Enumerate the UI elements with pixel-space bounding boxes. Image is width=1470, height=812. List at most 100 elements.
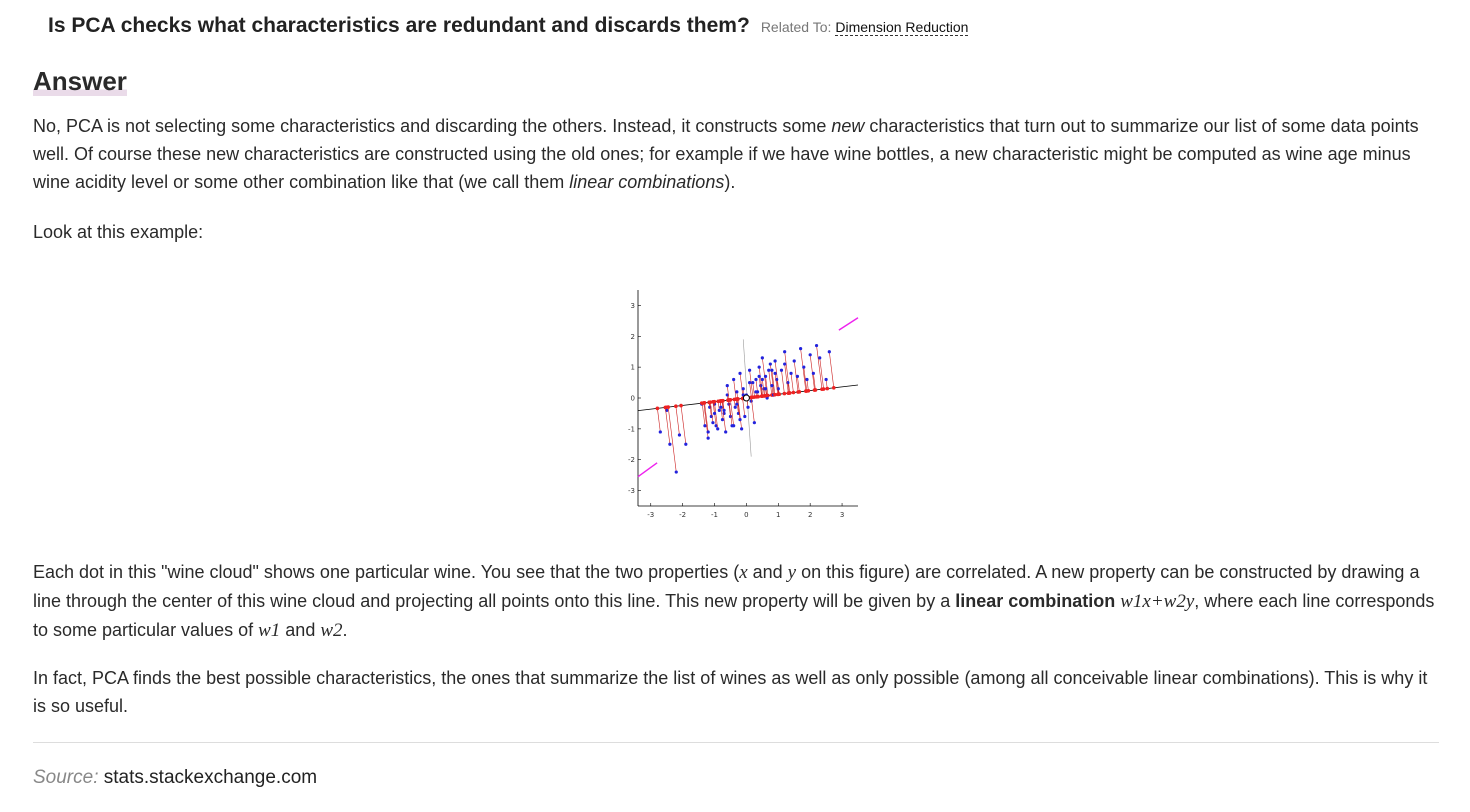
residual-line — [701, 403, 706, 426]
projection-point — [821, 387, 826, 391]
answer-paragraph-2: Look at this example: — [33, 222, 204, 242]
data-point — [674, 470, 678, 474]
data-point — [754, 390, 758, 394]
data-point — [684, 442, 688, 446]
p3-and-1: and — [747, 562, 788, 582]
projection-point — [679, 403, 683, 408]
data-point — [752, 421, 756, 425]
math-y: y — [787, 562, 797, 583]
residual-line — [728, 400, 731, 417]
residual-line — [737, 398, 742, 429]
projection-point — [797, 390, 802, 394]
residual-line — [749, 370, 754, 398]
data-point — [779, 368, 784, 372]
residual-line — [758, 376, 762, 397]
residual-line — [790, 373, 794, 393]
data-point — [668, 442, 672, 446]
residual-line — [797, 376, 800, 392]
data-point — [789, 371, 793, 375]
residual-line — [712, 401, 715, 414]
residual-line — [803, 367, 808, 392]
residual-line — [728, 399, 733, 426]
data-point — [760, 356, 764, 360]
data-point — [749, 399, 753, 403]
projection-point — [759, 394, 764, 399]
pca-scatter-figure: -3 -2 -1 0 1 2 3 3 2 1 0 -1 -2 -3 — [620, 284, 865, 520]
math-x: x — [739, 562, 748, 583]
p1-text-a: No, PCA is not selecting some characteri… — [33, 116, 832, 136]
residual-line — [657, 408, 661, 432]
data-point — [802, 365, 806, 369]
data-point — [783, 350, 787, 354]
residual-line — [680, 405, 687, 445]
data-point — [706, 436, 710, 440]
source-site: stats.stackexchange.com — [103, 767, 318, 788]
related-topic-link[interactable]: Dimension Reduction — [835, 19, 969, 36]
projection-point — [734, 397, 739, 401]
data-point — [757, 374, 761, 378]
projection-point — [721, 398, 725, 403]
data-point — [760, 377, 764, 382]
data-point — [722, 408, 726, 412]
residual-line — [742, 398, 746, 417]
residual-line — [752, 382, 755, 398]
residual-line — [721, 400, 726, 432]
projection-point — [666, 405, 671, 409]
question-header: Is PCA checks what characteristics are r… — [48, 14, 969, 38]
data-point — [763, 374, 768, 378]
p3-text-c: , where each line corresponds to some pa… — [33, 591, 1435, 640]
math-formula: w1x+w2y — [1120, 591, 1195, 612]
answer-heading-text: Answer — [33, 66, 127, 96]
residual-line — [736, 399, 739, 414]
residual-line — [800, 348, 807, 392]
x-tick-label: -1 — [711, 511, 718, 519]
rotating-line-upper — [838, 317, 859, 331]
data-point — [725, 384, 729, 388]
data-point — [767, 368, 771, 372]
answer-paragraph-4: In fact, PCA finds the best possible cha… — [33, 668, 1428, 716]
residual-line — [710, 402, 714, 423]
data-point — [719, 405, 723, 409]
question-title: Is PCA checks what characteristics are r… — [48, 14, 750, 37]
data-point — [658, 430, 662, 434]
projection-point — [727, 398, 731, 402]
residual-line — [776, 379, 779, 395]
data-point — [733, 405, 737, 409]
residual-line — [784, 351, 791, 393]
x-tick-label: -2 — [679, 511, 686, 519]
data-point — [814, 343, 819, 348]
residual-line — [709, 402, 712, 417]
data-point — [717, 408, 721, 412]
projection-point — [663, 405, 668, 410]
residual-line — [829, 351, 835, 388]
divider — [33, 742, 1439, 743]
residual-line — [781, 370, 785, 394]
data-point — [824, 377, 828, 382]
related-to-label: Related To: — [760, 19, 832, 35]
residual-line — [704, 402, 709, 432]
p3-text-a: Each dot in this "wine cloud" shows one … — [33, 562, 740, 582]
data-point — [732, 377, 736, 382]
rotating-line-lower — [637, 462, 658, 478]
data-point — [795, 374, 800, 378]
data-point — [724, 430, 728, 434]
data-point — [747, 368, 752, 372]
data-point — [677, 433, 682, 437]
data-point — [712, 411, 717, 416]
data-point — [759, 384, 763, 388]
data-point — [735, 402, 739, 406]
y-tick-label: 2 — [631, 333, 635, 341]
data-point — [703, 424, 707, 428]
residual-line — [819, 357, 824, 390]
data-point — [747, 380, 752, 385]
y-tick-label: -1 — [628, 425, 635, 433]
answer-paragraph-1: No, PCA is not selecting some characteri… — [33, 112, 1445, 196]
x-tick-label: -3 — [647, 511, 654, 519]
data-point — [770, 368, 774, 372]
data-point — [763, 387, 768, 391]
data-point — [805, 377, 809, 382]
p3-text-d: . — [342, 620, 348, 640]
projection-point — [708, 400, 713, 404]
projection-point — [711, 400, 715, 404]
data-point — [783, 362, 787, 366]
